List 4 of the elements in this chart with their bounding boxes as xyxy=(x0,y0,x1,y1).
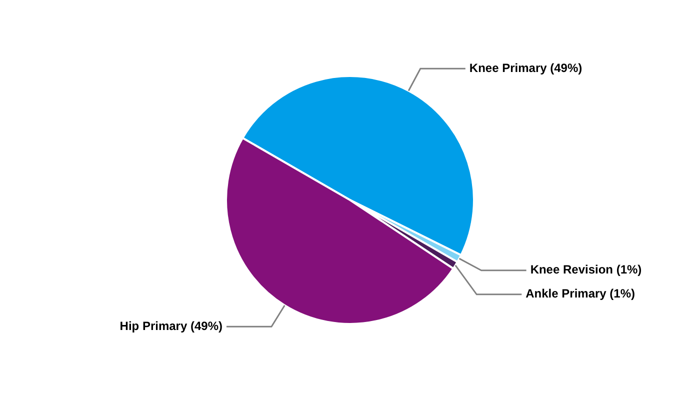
slice-label: Hip Primary (49%) xyxy=(120,318,222,333)
slice-label: Ankle Primary (1%) xyxy=(526,286,636,301)
slice-label: Knee Revision (1%) xyxy=(530,262,642,277)
slice-label: Knee Primary (49%) xyxy=(469,61,582,75)
